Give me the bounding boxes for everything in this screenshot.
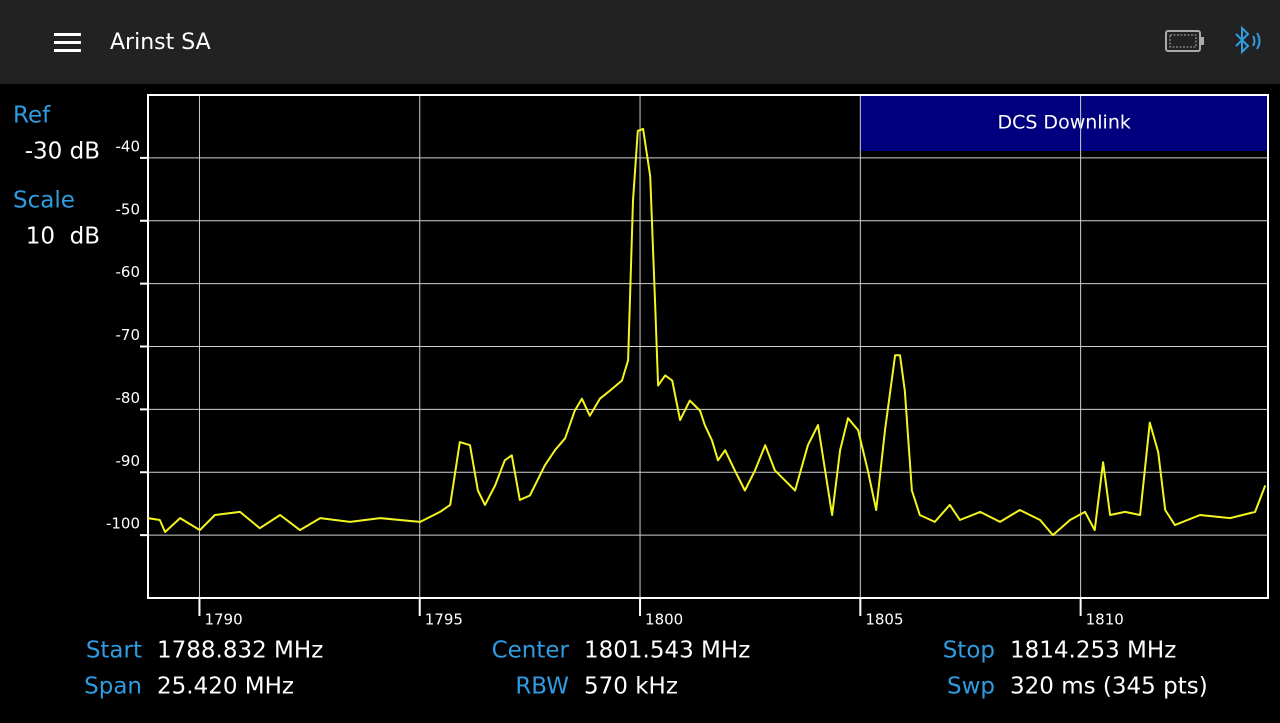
- param-label: Center: [492, 638, 570, 664]
- param-label: RBW: [515, 674, 569, 700]
- param-value: 1788.832 MHz: [157, 638, 323, 664]
- param-value: 570 kHz: [584, 674, 678, 700]
- param-label: Span: [84, 674, 142, 700]
- y-tick-label: -60: [116, 263, 141, 281]
- scale-value: 10 dB: [26, 224, 100, 250]
- y-tick-label: -100: [106, 515, 140, 533]
- param-value: 320 ms (345 pts): [1010, 674, 1208, 700]
- spectrum-plot: DCS Downlink -100 -90 -80 -70 -60 -50 -40 1790 17…: [106, 94, 1269, 629]
- x-tick-label: 1790: [204, 611, 242, 629]
- ref-value: -30 dB: [25, 139, 100, 165]
- param-value: 1801.543 MHz: [584, 638, 750, 664]
- x-tick-label: 1795: [425, 611, 463, 629]
- x-tick-label: 1805: [865, 611, 903, 629]
- param-label: Start: [86, 638, 142, 664]
- y-tick-label: -80: [116, 389, 141, 407]
- band-label: DCS Downlink: [997, 112, 1130, 134]
- bluetooth-rune: [1235, 25, 1250, 55]
- app-title: Arinst SA: [110, 30, 211, 55]
- ref-label: Ref: [13, 103, 51, 129]
- spectrum-trace: [147, 128, 1267, 537]
- menu-button[interactable]: [54, 33, 81, 52]
- bluetooth-wave: [1252, 35, 1256, 47]
- y-tick-label: -50: [116, 200, 141, 218]
- param-value: 25.420 MHz: [157, 674, 294, 700]
- param-value: 1814.253 MHz: [1010, 638, 1176, 664]
- bluetooth-icon[interactable]: [1235, 25, 1261, 55]
- app-bar: [0, 0, 1280, 84]
- plot-frame: [147, 94, 1269, 599]
- param-label: Swp: [947, 674, 995, 700]
- band-region: [860, 96, 1268, 151]
- menu-bar: [54, 41, 81, 44]
- y-tick-label: -90: [116, 452, 141, 470]
- bluetooth-wave: [1256, 32, 1261, 50]
- x-tick-label: 1800: [645, 611, 683, 629]
- battery-level: [1169, 34, 1197, 48]
- scale-label: Scale: [13, 188, 75, 214]
- battery-tip: [1200, 37, 1204, 45]
- y-tick-label: -40: [116, 137, 141, 155]
- param-label: Stop: [943, 638, 995, 664]
- battery-icon: [1165, 30, 1204, 52]
- menu-bar: [54, 33, 81, 36]
- x-tick-label: 1810: [1086, 611, 1124, 629]
- y-tick-label: -70: [116, 326, 141, 344]
- menu-bar: [54, 49, 81, 52]
- parameters: Start 1788.832 MHz Center 1801.543 MHz Stop 1…: [84, 638, 1208, 700]
